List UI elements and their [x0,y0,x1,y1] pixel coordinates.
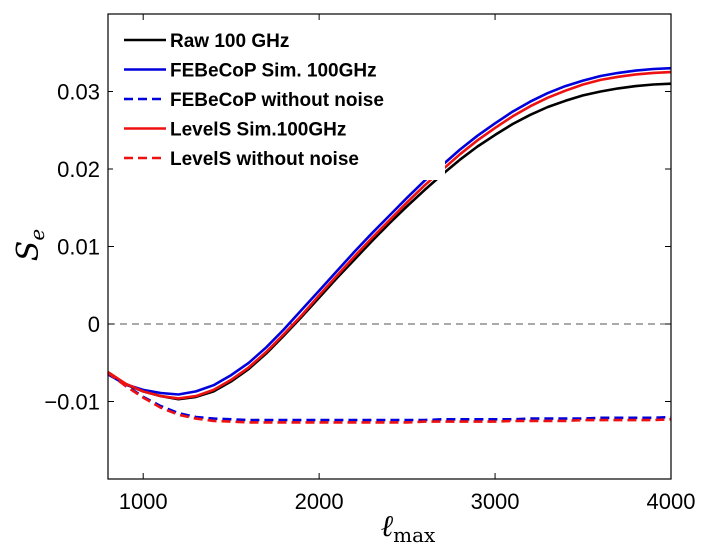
x-tick-label-3: 4000 [647,489,696,514]
legend: Raw 100 GHz FEBeCoP Sim. 100GHz FEBeCoP wi… [113,20,445,180]
legend-label-2: FEBeCoP without noise [170,90,384,111]
y-tick-label-2: 0.01 [57,235,100,260]
y-tick-label-3: 0.02 [57,157,100,182]
x-axis-label-sub: max [393,523,436,545]
y-tick-label-0: −0.01 [44,390,100,415]
x-tick-label-2: 3000 [471,489,520,514]
legend-label-0: Raw 100 GHz [170,31,289,52]
series-line-3 [107,70,672,400]
series-line-4 [107,371,672,424]
series-line-1 [107,66,672,396]
x-tick-label-0: 1000 [119,489,168,514]
y-axis-label-main: S [11,241,46,262]
legend-label-4: LevelS without noise [170,149,359,170]
legend-box [113,20,445,180]
y-tick-label-1: 0 [88,312,100,337]
legend-label-1: FEBeCoP Sim. 100GHz [170,61,377,82]
y-axis-label: Se [11,229,49,261]
y-axis-label-sub: e [25,229,49,241]
x-axis-label-main: ℓ [381,509,394,544]
y-tick-label-4: 0.03 [57,80,100,105]
x-tick-label-1: 2000 [295,489,344,514]
series-layer [107,66,672,424]
series-line-2 [107,371,672,422]
legend-label-3: LevelS Sim.100GHz [170,120,346,141]
ticks-layer: 1000 2000 3000 4000 −0.01 0 0.01 0.02 0.03 [44,14,695,514]
x-axis-label: ℓmax [381,509,436,545]
